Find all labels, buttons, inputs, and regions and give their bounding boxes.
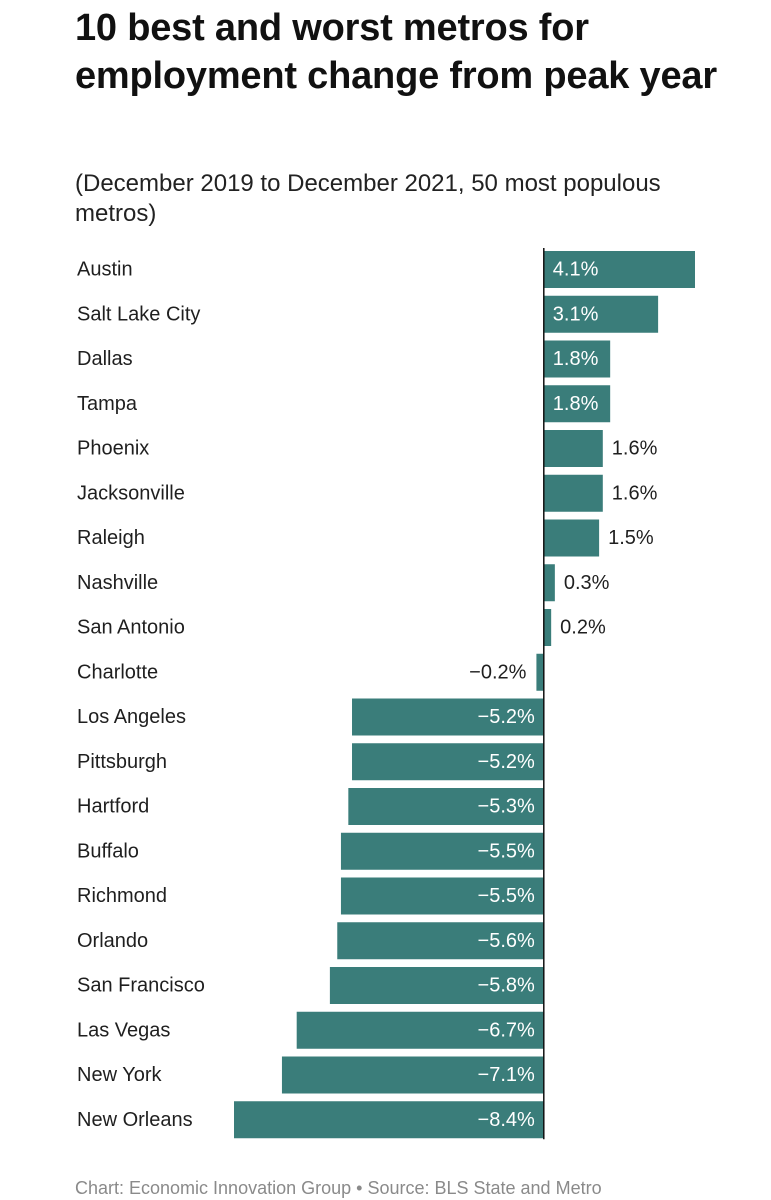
category-label-san-antonio: San Antonio (77, 617, 185, 639)
bar-pittsburgh (352, 743, 544, 781)
bar-chart: Austin 4.1% Salt Lake City 3.1% Dallas 1.8% Ta… (77, 248, 695, 1140)
bar-new-orleans (234, 1101, 544, 1139)
category-label-dallas: Dallas (77, 348, 133, 370)
value-label-las-vegas: −6.7% (478, 1019, 535, 1041)
bar-orlando (337, 922, 544, 960)
bar-san-francisco (329, 967, 544, 1004)
value-label-buffalo: −5.5% (478, 840, 535, 862)
category-label-hartford: Hartford (77, 796, 149, 818)
category-label-new-orleans: New Orleans (77, 1109, 193, 1131)
value-label-san-antonio: 0.2% (560, 617, 606, 639)
bar-san-antonio (543, 609, 552, 646)
category-label-austin: Austin (77, 259, 133, 281)
bar-austin (543, 251, 695, 288)
category-label-las-vegas: Las Vegas (77, 1019, 170, 1041)
value-label-hartford: −5.3% (478, 796, 535, 818)
category-label-charlotte: Charlotte (77, 661, 158, 683)
value-label-los-angeles: −5.2% (478, 706, 535, 728)
bar-raleigh (543, 519, 600, 557)
category-label-richmond: Richmond (77, 885, 167, 907)
bar-dallas (543, 340, 611, 378)
value-label-pittsburgh: −5.2% (478, 751, 535, 773)
value-label-dallas: 1.8% (553, 348, 599, 370)
value-label-tampa: 1.8% (553, 393, 599, 415)
bar-las-vegas (296, 1011, 544, 1049)
category-label-los-angeles: Los Angeles (77, 706, 186, 728)
value-label-phoenix: 1.6% (612, 438, 658, 460)
value-label-charlotte: −0.2% (469, 661, 526, 683)
bar-nashville (543, 564, 555, 602)
category-label-buffalo: Buffalo (77, 840, 139, 862)
bar-hartford (348, 788, 544, 825)
bar-los-angeles (352, 698, 544, 736)
bar-salt-lake-city (543, 295, 659, 333)
chart-footer: Chart: Economic Innovation Group • Sourc… (75, 1178, 602, 1198)
category-label-tampa: Tampa (77, 393, 138, 415)
category-label-new-york: New York (77, 1064, 162, 1086)
value-label-salt-lake-city: 3.1% (553, 303, 599, 325)
value-label-jacksonville: 1.6% (612, 482, 658, 504)
bar-new-york (281, 1056, 544, 1094)
category-label-san-francisco: San Francisco (77, 975, 205, 997)
bar-tampa (543, 385, 611, 423)
value-label-raleigh: 1.5% (608, 527, 654, 549)
category-label-orlando: Orlando (77, 930, 148, 952)
value-label-orlando: −5.6% (478, 930, 535, 952)
value-label-austin: 4.1% (553, 259, 599, 281)
bar-richmond (340, 877, 544, 915)
chart-subtitle: (December 2019 to December 2021, 50 most… (75, 170, 661, 227)
bar-phoenix (543, 430, 603, 467)
value-label-new-orleans: −8.4% (478, 1109, 535, 1131)
chart-title: 10 best and worst metros for employment … (75, 7, 717, 97)
bar-buffalo (340, 832, 544, 870)
value-label-new-york: −7.1% (478, 1064, 535, 1086)
category-label-raleigh: Raleigh (77, 527, 145, 549)
category-label-phoenix: Phoenix (77, 438, 149, 460)
bar-jacksonville (543, 474, 603, 512)
category-label-jacksonville: Jacksonville (77, 482, 185, 504)
category-label-salt-lake-city: Salt Lake City (77, 303, 200, 325)
value-label-nashville: 0.3% (564, 572, 610, 594)
bar-charlotte (536, 653, 544, 691)
value-label-san-francisco: −5.8% (478, 975, 535, 997)
category-label-nashville: Nashville (77, 572, 158, 594)
value-label-richmond: −5.5% (478, 885, 535, 907)
category-label-pittsburgh: Pittsburgh (77, 751, 167, 773)
